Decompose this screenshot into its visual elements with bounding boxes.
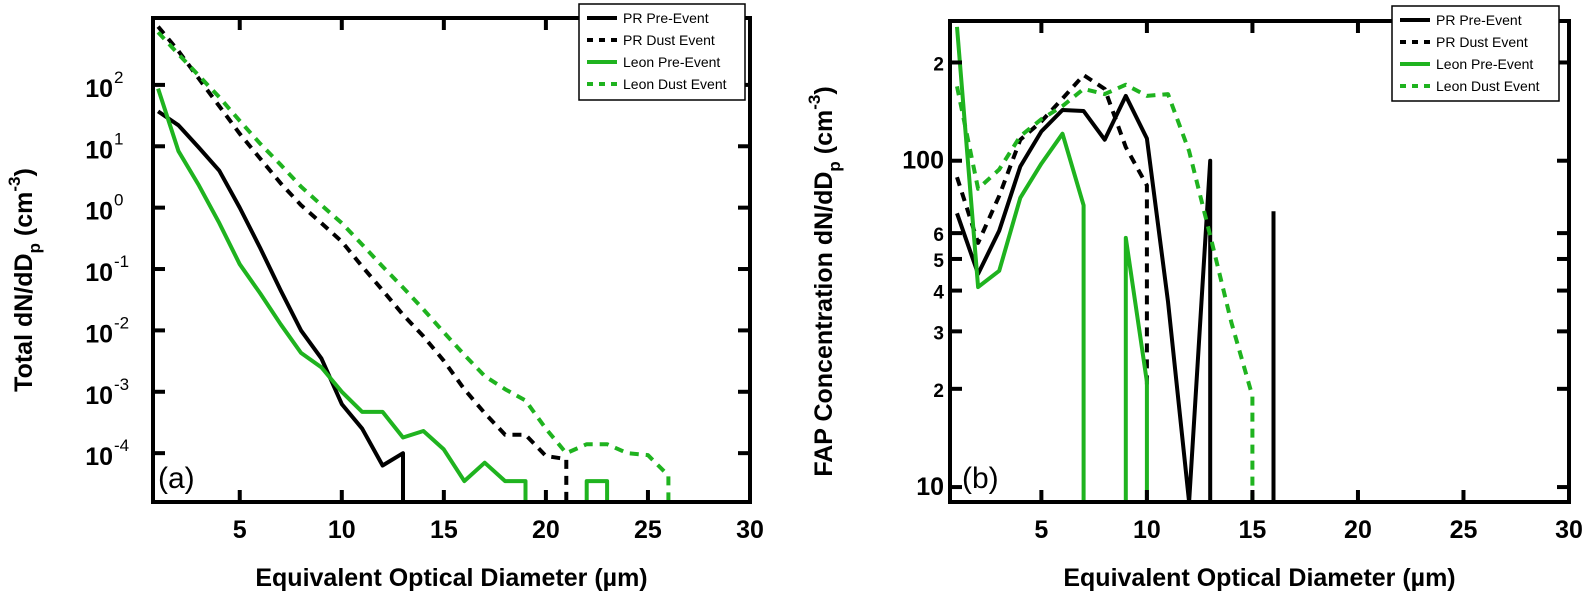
y-tick-label: 10 [85, 75, 113, 103]
panel-b-y-axis-title: FAP Concentration dN/dDp (cm-3) [805, 86, 844, 476]
series-line-leon-pre-event [156, 87, 528, 502]
y-title-close: ) [10, 168, 38, 176]
x-tick-label: 30 [736, 516, 764, 544]
legend-entry: Leon Pre-Event [1436, 56, 1533, 72]
x-tick-label: 10 [328, 516, 356, 544]
series-line-leon-pre-event [1123, 235, 1149, 502]
panel-b-plot-lines [955, 26, 1276, 504]
legend-entry: PR Dust Event [1436, 34, 1528, 50]
y-tick-label: 10 [85, 443, 113, 471]
y-tick-label: 2 [933, 381, 944, 402]
y-tick-label: 10 [85, 198, 113, 226]
y-tick-label: 2 [933, 54, 944, 75]
y-title-main: FAP Concentration dN/dD [810, 172, 838, 477]
y-tick-label: 10 [85, 136, 113, 164]
y-title-exp: -3 [5, 177, 24, 192]
y-tick-label-exponent: 0 [114, 191, 123, 210]
x-tick-label: 20 [532, 516, 560, 544]
x-tick-label: 20 [1344, 516, 1372, 544]
series-line-leon-dust-event [955, 82, 1255, 502]
y-tick-label: 10 [85, 259, 113, 287]
panel-a-label: (a) [158, 462, 195, 495]
y-tick-label: 6 [933, 225, 944, 246]
y-tick-label-exponent: -1 [114, 252, 129, 271]
series-line-pr-dust-event [156, 25, 569, 502]
y-title-close: ) [810, 86, 838, 94]
legend-entry: PR Pre-Event [1436, 12, 1522, 28]
panel-a-y-axis-title: Total dN/dDp (cm-3) [5, 168, 44, 392]
panel-b-axes-frame [948, 19, 1571, 504]
y-title-exp: -3 [805, 95, 824, 110]
series-line-pr-dust-event [955, 73, 1149, 389]
x-tick-label: 25 [634, 516, 662, 544]
y-tick-label: 100 [902, 147, 944, 175]
legend-entry: PR Dust Event [623, 32, 715, 48]
panel-b: 5 10 15 20 25 30 10 2 3 4 5 6 100 2 (b) Equivalent Op… [805, 5, 1583, 592]
series-line-leon-dust-event [156, 30, 671, 502]
y-tick-label: 4 [933, 283, 944, 304]
x-tick-label: 10 [1133, 516, 1161, 544]
panel-a-x-axis-title: Equivalent Optical Diameter (µm) [255, 564, 647, 592]
y-title-sub: p [25, 243, 44, 253]
y-title-sub: p [825, 161, 844, 171]
y-tick-label: 5 [933, 251, 944, 272]
panel-b-ticks: 5 10 15 20 25 30 10 2 3 4 5 6 100 2 [902, 21, 1583, 544]
y-tick-label: 3 [933, 323, 944, 344]
panel-a-axes-frame [151, 16, 752, 504]
y-tick-label: 10 [85, 382, 113, 410]
y-tick-label-exponent: -4 [114, 436, 129, 455]
x-tick-label: 15 [1239, 516, 1267, 544]
x-tick-label: 30 [1555, 516, 1583, 544]
panel-a-legend: PR Pre-Event PR Dust Event Leon Pre-Event L… [578, 3, 746, 101]
legend-entry: PR Pre-Event [623, 10, 709, 26]
x-tick-label: 5 [1034, 516, 1048, 544]
y-title-main: Total dN/dD [10, 253, 38, 391]
y-title-unit: (cm [810, 110, 838, 161]
series-line-pr-pre-event [156, 109, 405, 502]
y-tick-label-exponent: 2 [114, 68, 123, 87]
y-tick-label: 10 [916, 473, 944, 501]
x-tick-label: 15 [430, 516, 458, 544]
y-tick-label-exponent: 1 [114, 129, 123, 148]
y-tick-label-exponent: -2 [114, 313, 129, 332]
series-line-pr-pre-event [955, 93, 1213, 504]
y-tick-label: 10 [85, 320, 113, 348]
panel-b-legend: PR Pre-Event PR Dust Event Leon Pre-Event L… [1391, 5, 1560, 102]
legend-entry: Leon Dust Event [623, 76, 727, 92]
panel-b-x-axis-title: Equivalent Optical Diameter (µm) [1063, 564, 1455, 592]
y-tick-label-exponent: -3 [114, 375, 129, 394]
legend-entry: Leon Dust Event [1436, 78, 1540, 94]
x-tick-label: 5 [233, 516, 247, 544]
series-line-leon-pre-event [955, 26, 1086, 502]
panel-b-label: (b) [962, 462, 999, 495]
x-tick-label: 25 [1450, 516, 1478, 544]
series-line-leon-pre-event [584, 479, 610, 502]
legend-entry: Leon Pre-Event [623, 54, 720, 70]
y-title-unit: (cm [10, 192, 38, 243]
